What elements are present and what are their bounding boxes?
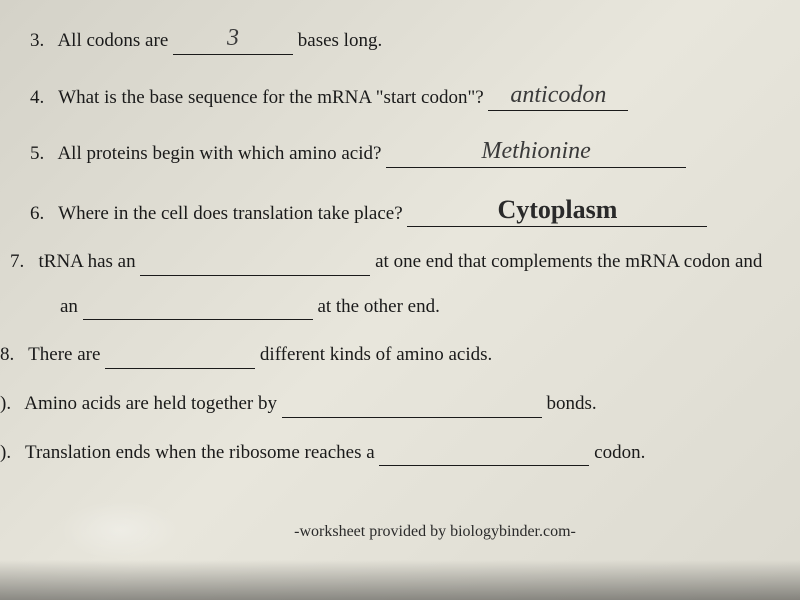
question-3: 3. All codons are 3 bases long.: [0, 20, 790, 55]
question-10: ). Translation ends when the ribosome re…: [0, 440, 790, 467]
question-text-after: codon.: [594, 442, 645, 463]
shadow-gradient: [0, 560, 800, 600]
question-8: 8. There are different kinds of amino ac…: [0, 342, 790, 369]
question-4: 4. What is the base sequence for the mRN…: [0, 77, 790, 112]
question-text-before: All codons are: [57, 30, 168, 51]
handwritten-answer: anticodon: [510, 82, 606, 108]
question-text-before: Where in the cell does translation take …: [58, 203, 402, 224]
question-text-after: different kinds of amino acids.: [260, 344, 492, 365]
answer-blank[interactable]: 3: [173, 20, 293, 55]
answer-blank[interactable]: [105, 368, 255, 369]
question-number: ).: [0, 442, 11, 463]
sub-text-after: at the other end.: [317, 296, 439, 317]
answer-blank[interactable]: Methionine: [386, 133, 686, 168]
question-7-subline: an at the other end.: [10, 294, 790, 321]
question-text-before: What is the base sequence for the mRNA "…: [58, 87, 483, 108]
question-text-before: tRNA has an: [39, 251, 136, 272]
handwritten-answer: 3: [227, 25, 239, 51]
question-number: 5.: [30, 143, 44, 164]
question-text-before: All proteins begin with which amino acid…: [57, 143, 381, 164]
answer-blank[interactable]: [282, 417, 542, 418]
handwritten-answer: Cytoplasm: [497, 195, 617, 224]
question-text-before: There are: [28, 344, 100, 365]
question-number: 4.: [30, 87, 44, 108]
question-5: 5. All proteins begin with which amino a…: [0, 133, 790, 168]
answer-blank-2[interactable]: [83, 319, 313, 320]
question-text-before: Translation ends when the ribosome reach…: [25, 442, 375, 463]
question-text-after: bases long.: [298, 30, 382, 51]
question-number: ).: [0, 393, 11, 414]
handwritten-answer: Methionine: [482, 138, 591, 164]
answer-blank[interactable]: Cytoplasm: [407, 190, 707, 227]
answer-blank[interactable]: [379, 465, 589, 466]
sub-text-before: an: [60, 296, 78, 317]
paper-crease: [60, 500, 180, 560]
question-number: 8.: [0, 344, 14, 365]
question-number: 7.: [10, 251, 24, 272]
answer-blank[interactable]: anticodon: [488, 77, 628, 112]
question-text-mid: at one end that complements the mRNA cod…: [375, 251, 762, 272]
question-number: 6.: [30, 203, 44, 224]
question-text-after: bonds.: [547, 393, 597, 414]
question-number: 3.: [30, 30, 44, 51]
question-7: 7. tRNA has an at one end that complemen…: [0, 249, 790, 320]
question-6: 6. Where in the cell does translation ta…: [0, 190, 790, 227]
question-text-before: Amino acids are held together by: [24, 393, 277, 414]
question-9: ). Amino acids are held together by bond…: [0, 391, 790, 418]
worksheet-container: 3. All codons are 3 bases long. 4. What …: [0, 20, 790, 544]
answer-blank-1[interactable]: [140, 275, 370, 276]
